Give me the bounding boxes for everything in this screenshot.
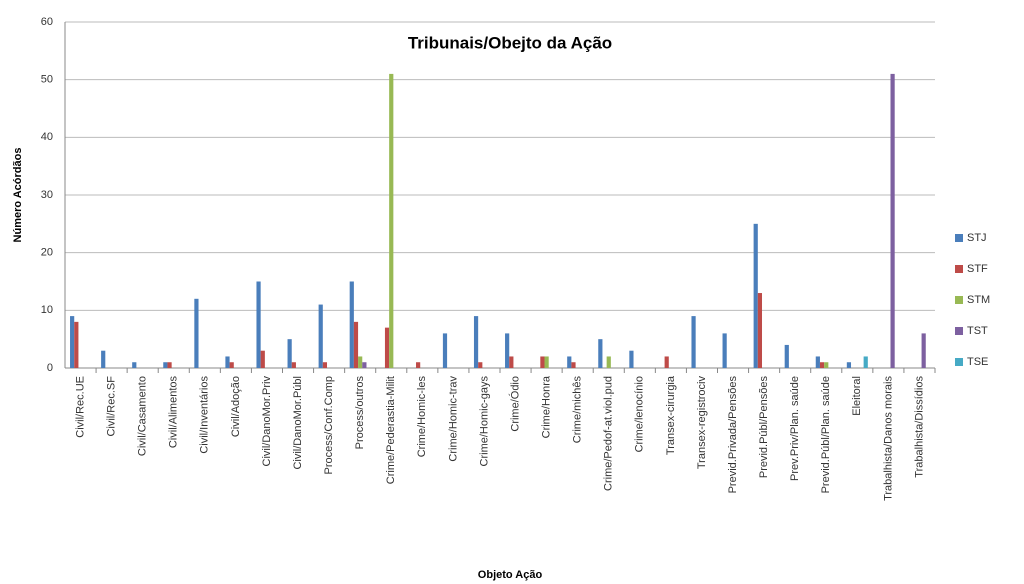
bar (256, 281, 261, 368)
bar (194, 298, 199, 368)
legend-swatch (955, 358, 963, 366)
x-tick-label: Crime/Homic-trav (447, 376, 459, 462)
bar (101, 350, 106, 368)
x-tick-label: Civil/Alimentos (168, 376, 180, 449)
legend-swatch (955, 296, 963, 304)
bar (606, 356, 611, 368)
x-tick-label: Civil/DanoMor.Públ (292, 376, 304, 470)
y-tick-label: 30 (41, 189, 53, 201)
bar (349, 281, 354, 368)
x-tick-label: Eleitoral (851, 376, 863, 416)
bar (846, 362, 852, 368)
bar (163, 362, 168, 368)
bar (664, 356, 669, 368)
bar (819, 362, 825, 368)
bar (389, 73, 394, 369)
legend-label: TSE (967, 356, 988, 368)
x-tick-label: Civil/Rec.SF (106, 376, 118, 437)
y-tick-label: 50 (41, 74, 53, 86)
x-tick-label: Civil/Rec.UE (74, 376, 86, 438)
bar (358, 356, 363, 368)
legend-label: STJ (967, 232, 987, 244)
bar (416, 362, 421, 368)
bar (722, 333, 727, 368)
bar (784, 344, 789, 368)
bar (473, 316, 479, 368)
y-tick-label: 60 (41, 16, 53, 28)
bar (287, 339, 292, 368)
bar (544, 356, 549, 368)
bar (815, 356, 820, 368)
x-tick-label: Crime/michês (572, 376, 584, 444)
bar (291, 362, 296, 368)
y-tick-label: 20 (41, 247, 53, 259)
x-tick-label: Crime/Homic-gays (478, 376, 490, 467)
bar (167, 362, 172, 368)
x-tick-label: Crime/Pedof-at.viol.pud (603, 376, 615, 491)
y-tick-label: 0 (47, 362, 53, 374)
bar (70, 316, 75, 368)
bar (132, 362, 137, 368)
y-axis-title: Número Acórdãos (12, 148, 24, 243)
legend-swatch (955, 327, 963, 335)
bar (509, 356, 514, 368)
legend-swatch (955, 234, 963, 242)
x-tick-label: Crime/Ódio (508, 376, 521, 432)
y-tick-label: 10 (41, 304, 53, 316)
x-tick-label: Trabalhista/Danos morais (882, 376, 894, 501)
bar (629, 350, 634, 368)
x-tick-label: Civil/Casamento (137, 376, 149, 456)
bar (890, 73, 895, 369)
bar (540, 356, 545, 368)
bar (229, 362, 234, 368)
x-axis-title: Objeto Ação (478, 569, 543, 581)
bar (921, 333, 926, 368)
y-tick-label: 40 (41, 131, 53, 143)
bar (353, 321, 359, 368)
bar (598, 339, 603, 368)
x-tick-label: Trabalhista/Dissídios (913, 376, 925, 478)
bar (824, 362, 829, 368)
x-tick-label: Process/outros (354, 376, 366, 450)
bar (260, 350, 265, 368)
legend-swatch (955, 265, 963, 273)
x-tick-label: Crime/Pederastia-Milit (385, 376, 397, 484)
bar (505, 333, 510, 368)
x-tick-label: Civil/Inventários (199, 376, 211, 454)
x-tick-label: Crime/Honra (541, 375, 553, 438)
x-tick-label: Process/Conf.Comp (323, 376, 335, 474)
bar (318, 304, 323, 368)
x-tick-label: Crime/Homic-les (416, 376, 428, 458)
x-tick-label: Transex-registrociv (696, 376, 708, 470)
legend-label: STF (967, 263, 988, 275)
x-tick-label: Prev.Priv/Plan. saúde (789, 376, 801, 481)
chart-title: Tribunais/Obejto da Ação (408, 33, 612, 52)
bar (384, 327, 390, 368)
bar (442, 333, 448, 368)
legend-label: TST (967, 325, 988, 337)
x-tick-label: Civil/DanoMor.Priv (261, 376, 273, 467)
bar (362, 362, 367, 368)
x-tick-label: Previd.Privada/Pensões (727, 376, 739, 494)
bar (478, 362, 483, 368)
x-tick-label: Previd.Públ/Plan. saúde (820, 376, 832, 493)
bar (322, 362, 328, 368)
x-tick-label: Transex-cirurgia (665, 375, 677, 455)
bar (567, 356, 572, 368)
bar (753, 223, 758, 368)
bar (757, 293, 763, 368)
bar (691, 316, 696, 368)
legend-label: STM (967, 294, 990, 306)
bar (863, 356, 868, 368)
x-tick-label: Previd.Públ/Pensões (758, 376, 770, 479)
bar (571, 362, 576, 368)
bar (225, 356, 230, 368)
x-tick-label: Crime/lenocínio (634, 376, 646, 452)
x-tick-label: Civil/Adoção (230, 376, 242, 437)
bar (74, 321, 79, 368)
